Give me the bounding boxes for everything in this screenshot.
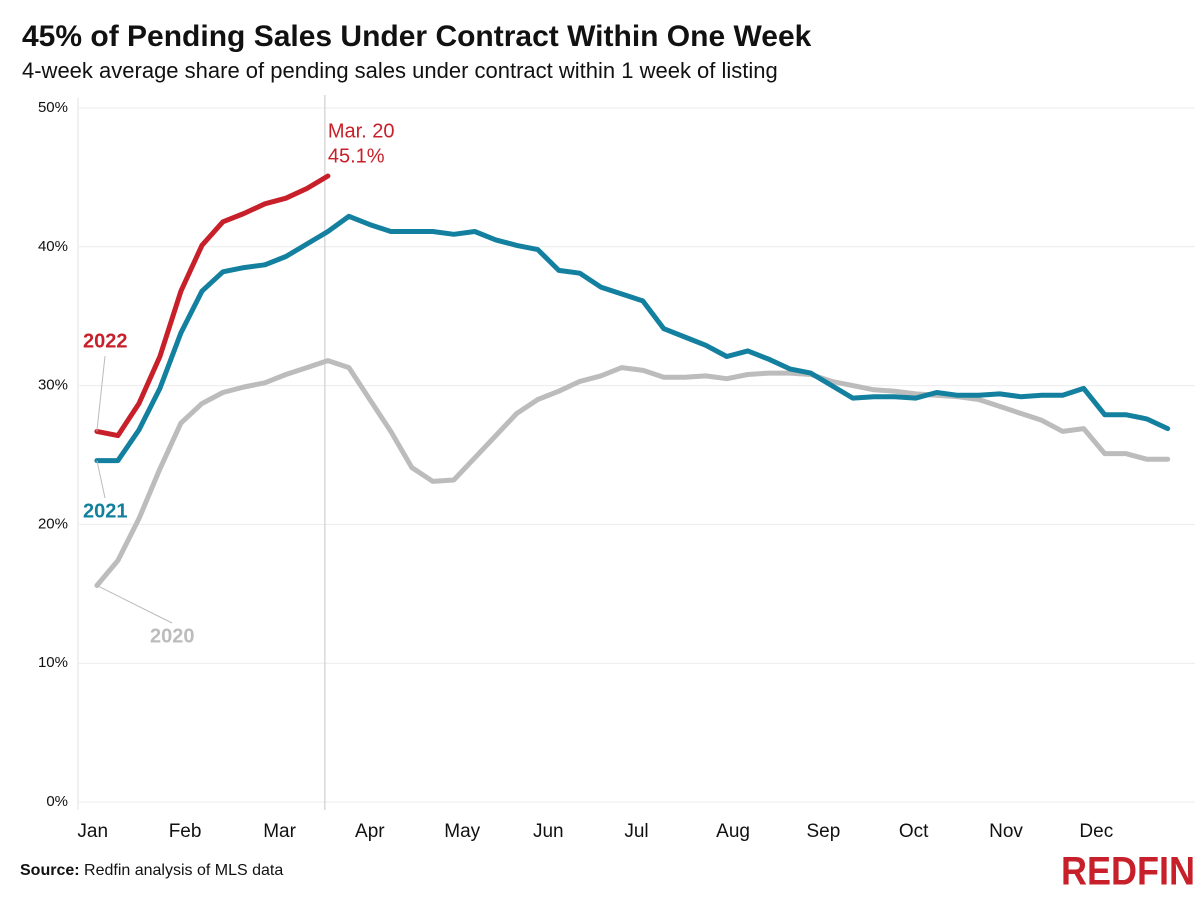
x-tick-label: Jul	[624, 821, 648, 842]
source-label: Source:	[20, 862, 80, 879]
chart-title: 45% of Pending Sales Under Contract With…	[22, 20, 812, 53]
x-tick-label: Apr	[355, 821, 385, 842]
value-label: 45.1%	[328, 145, 385, 167]
x-tick-label: Mar	[263, 821, 296, 842]
y-tick-label: 40%	[38, 238, 68, 255]
x-tick-label: Aug	[716, 821, 750, 842]
source-text: Redfin analysis of MLS data	[84, 862, 283, 879]
series-label: 2021	[83, 500, 128, 522]
x-tick-label: Jan	[77, 821, 108, 842]
x-tick-label: Jun	[533, 821, 564, 842]
x-tick-label: Oct	[899, 821, 929, 842]
leader-line	[96, 460, 106, 499]
series-line	[94, 173, 331, 439]
leader-line	[96, 585, 173, 624]
annotation-label: Mar. 20	[328, 120, 395, 142]
y-tick-label: 30%	[38, 377, 68, 394]
series-label: 2020	[150, 625, 195, 647]
chart-subtitle: 4-week average share of pending sales un…	[22, 58, 778, 83]
y-tick-label: 20%	[38, 515, 68, 532]
x-tick-label: Feb	[169, 821, 202, 842]
series-line	[94, 213, 1171, 464]
y-tick-label: 10%	[38, 654, 68, 671]
logo: REDFIN	[1061, 850, 1195, 894]
x-tick-label: May	[444, 821, 480, 842]
x-tick-label: Dec	[1079, 821, 1113, 842]
series-label: 2022	[83, 330, 128, 352]
y-tick-label: 50%	[38, 99, 68, 116]
y-tick-label: 0%	[46, 793, 68, 810]
x-tick-label: Sep	[806, 821, 840, 842]
x-tick-label: Nov	[989, 821, 1023, 842]
series-line	[94, 358, 1171, 588]
source: Source: Redfin analysis of MLS data	[20, 862, 283, 879]
leader-line	[96, 355, 106, 432]
